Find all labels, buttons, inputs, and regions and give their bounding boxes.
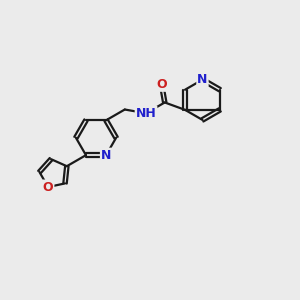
Text: O: O — [156, 78, 167, 91]
Text: NH: NH — [136, 107, 156, 120]
Text: O: O — [43, 181, 53, 194]
Text: N: N — [197, 73, 208, 86]
Text: N: N — [101, 149, 111, 162]
